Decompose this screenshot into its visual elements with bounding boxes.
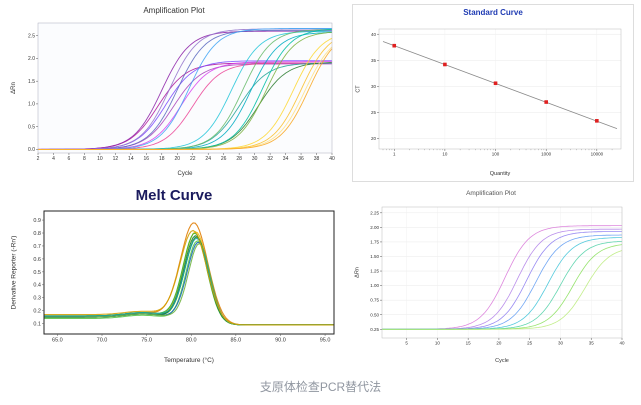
svg-text:65.0: 65.0 xyxy=(52,338,63,344)
svg-text:0.5: 0.5 xyxy=(33,270,41,276)
amplification-plot-small-panel: Amplification Plot 5 10 15 20 25 30 35 40 0.25 0.… xyxy=(352,188,630,368)
svg-text:30: 30 xyxy=(558,341,564,346)
amplification-plot-main-canvas: 2 4 6 8 10 12 14 16 18 20 22 24 26 28 30 32 34 36 38 400.00… xyxy=(11,22,335,177)
svg-text:Cycle: Cycle xyxy=(177,171,193,177)
svg-text:35: 35 xyxy=(589,341,595,346)
svg-text:20: 20 xyxy=(174,156,180,162)
svg-text:95.0: 95.0 xyxy=(320,338,331,344)
svg-text:30: 30 xyxy=(252,156,258,162)
svg-text:85.0: 85.0 xyxy=(230,338,241,344)
svg-text:0.1: 0.1 xyxy=(33,322,41,328)
svg-text:Temperature (°C): Temperature (°C) xyxy=(164,356,214,364)
svg-text:0.7: 0.7 xyxy=(33,244,41,250)
svg-text:Derivative Reporter (-Rn'): Derivative Reporter (-Rn') xyxy=(11,236,18,310)
svg-text:CT: CT xyxy=(356,85,362,93)
svg-text:1.00: 1.00 xyxy=(370,283,379,288)
standard-curve-panel: Standard Curve 1 10 100 1000 10000 20 25 30 35 40… xyxy=(352,4,634,182)
melt-curve-title: Melt Curve xyxy=(135,187,213,204)
svg-text:10: 10 xyxy=(435,341,441,346)
svg-text:0.75: 0.75 xyxy=(370,298,379,303)
svg-text:80.0: 80.0 xyxy=(186,338,197,344)
svg-text:1.25: 1.25 xyxy=(370,269,379,274)
svg-text:34: 34 xyxy=(283,156,289,162)
caption: 支原体检查PCR替代法 xyxy=(259,380,382,394)
svg-text:70.0: 70.0 xyxy=(97,338,108,344)
svg-text:10: 10 xyxy=(442,152,448,157)
svg-text:28: 28 xyxy=(236,156,242,162)
svg-text:1: 1 xyxy=(393,152,396,157)
standard-curve-canvas: 1 10 100 1000 10000 20 25 30 35 40 Quantity CT xyxy=(356,28,622,177)
svg-text:26: 26 xyxy=(221,156,227,162)
svg-text:40: 40 xyxy=(371,32,377,37)
svg-text:22: 22 xyxy=(190,156,196,162)
svg-text:18: 18 xyxy=(159,156,165,162)
svg-text:30: 30 xyxy=(371,84,377,89)
svg-text:Cycle: Cycle xyxy=(495,358,509,364)
svg-text:1.0: 1.0 xyxy=(28,102,35,108)
svg-text:2.5: 2.5 xyxy=(28,33,35,39)
svg-text:1000: 1000 xyxy=(541,152,552,157)
svg-text:0.8: 0.8 xyxy=(33,231,41,237)
svg-text:1.50: 1.50 xyxy=(370,254,379,259)
svg-text:12: 12 xyxy=(113,156,119,162)
svg-text:4: 4 xyxy=(52,156,55,162)
svg-text:16: 16 xyxy=(144,156,150,162)
svg-text:0.2: 0.2 xyxy=(33,309,41,315)
svg-text:1.75: 1.75 xyxy=(370,240,379,245)
svg-text:40: 40 xyxy=(329,156,335,162)
svg-text:0.6: 0.6 xyxy=(33,257,41,263)
amplification-plot-main-title: Amplification Plot xyxy=(143,6,205,15)
svg-text:15: 15 xyxy=(466,341,472,346)
amplification-plot-small-title: Amplification Plot xyxy=(466,190,516,197)
svg-text:24: 24 xyxy=(205,156,211,162)
svg-text:14: 14 xyxy=(128,156,134,162)
svg-text:0.3: 0.3 xyxy=(33,296,41,302)
svg-text:75.0: 75.0 xyxy=(141,338,152,344)
svg-text:25: 25 xyxy=(371,110,377,115)
svg-text:0.9: 0.9 xyxy=(33,218,41,224)
svg-text:2.00: 2.00 xyxy=(370,225,379,230)
svg-text:0.0: 0.0 xyxy=(28,147,35,153)
svg-text:25: 25 xyxy=(527,341,533,346)
svg-text:2: 2 xyxy=(37,156,40,162)
svg-text:38: 38 xyxy=(314,156,320,162)
svg-text:36: 36 xyxy=(298,156,304,162)
svg-text:40: 40 xyxy=(619,341,625,346)
svg-text:10: 10 xyxy=(97,156,103,162)
amplification-plot-main-panel: Amplification Plot 2 4 6 8 10 12 14 16 18 20 22 24 2… xyxy=(8,4,340,182)
svg-text:1.5: 1.5 xyxy=(28,79,35,85)
svg-text:32: 32 xyxy=(267,156,273,162)
svg-text:0.25: 0.25 xyxy=(370,327,379,332)
svg-text:0.4: 0.4 xyxy=(33,283,41,289)
svg-text:35: 35 xyxy=(371,58,377,63)
svg-text:90.0: 90.0 xyxy=(275,338,286,344)
melt-curve-canvas: 65.0 70.0 75.0 80.0 85.0 90.0 95.0 0.1 0.2 0.3 0.4… xyxy=(11,210,335,364)
svg-text:0.50: 0.50 xyxy=(370,312,379,317)
svg-text:5: 5 xyxy=(405,341,408,346)
svg-text:ΔRn: ΔRn xyxy=(11,82,17,94)
svg-text:Quantity: Quantity xyxy=(490,171,511,177)
svg-text:6: 6 xyxy=(68,156,71,162)
amplification-plot-small-canvas: 5 10 15 20 25 30 35 40 0.25 0.50 0.75 1.00 1.25 1.50 1… xyxy=(355,206,625,364)
svg-text:2.0: 2.0 xyxy=(28,56,35,62)
svg-text:20: 20 xyxy=(496,341,502,346)
svg-text:2.25: 2.25 xyxy=(370,210,379,215)
svg-text:ΔRn: ΔRn xyxy=(355,267,361,278)
standard-curve-title: Standard Curve xyxy=(463,8,523,17)
svg-text:0.5: 0.5 xyxy=(28,124,35,130)
svg-text:10000: 10000 xyxy=(591,152,604,157)
svg-text:100: 100 xyxy=(492,152,500,157)
svg-text:8: 8 xyxy=(83,156,86,162)
svg-text:20: 20 xyxy=(371,136,377,141)
melt-curve-panel: Melt Curve 65.0 70.0 75.0 80.0 85.0 90.0 95.0 0… xyxy=(8,186,340,368)
